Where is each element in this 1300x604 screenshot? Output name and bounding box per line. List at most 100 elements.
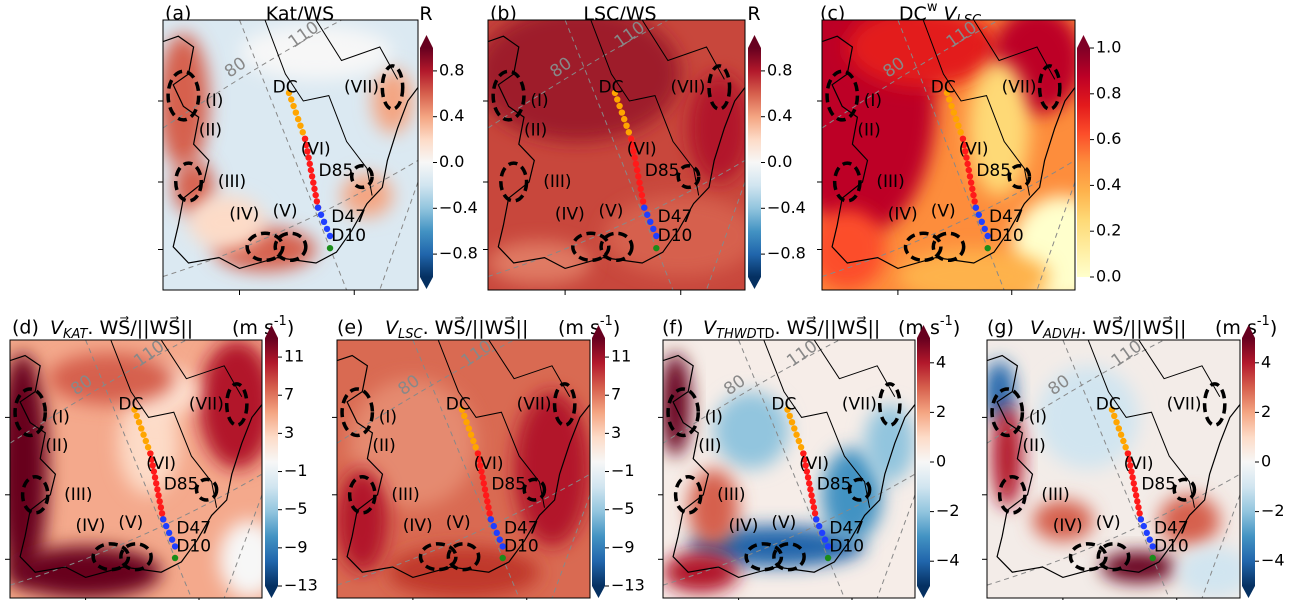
traverse-point (630, 148, 637, 155)
panel-title-part: . WS⃗/||WS⃗|| (1081, 315, 1187, 338)
traverse-point (647, 218, 654, 226)
traverse-point (470, 437, 477, 445)
traverse-point (788, 418, 796, 426)
map-label: DC (118, 395, 143, 415)
traverse-point (1122, 444, 1129, 451)
region-outline (832, 161, 862, 203)
grid-dashed (822, 159, 1075, 277)
colorbar-tick-label: 0.0 (439, 152, 464, 171)
map-label: (IV) (888, 204, 918, 224)
map-field (47, 352, 174, 405)
map-frame (336, 339, 591, 599)
traverse-point (946, 96, 953, 103)
region-outline (522, 477, 547, 502)
traverse-point (1113, 418, 1120, 426)
traverse-point (625, 129, 633, 136)
grid-dashed (876, 494, 915, 598)
map-label: DC (771, 395, 796, 415)
colorbar-extend (917, 325, 930, 338)
colorbar-unit-part: (m s (898, 317, 940, 339)
traverse-point (793, 431, 800, 438)
traverse-point (463, 418, 470, 426)
traverse-point (786, 412, 793, 420)
map-label: D85 (645, 161, 680, 181)
map-label: (I) (205, 91, 223, 111)
colorbar-tick-label: 0.4 (767, 106, 792, 125)
panel-label: (b) (490, 3, 517, 25)
map-label: DC (599, 78, 624, 98)
map-label: D10 (331, 226, 366, 246)
region-outline (446, 542, 481, 572)
map-label: (VI) (474, 454, 504, 474)
region-outline (224, 382, 249, 427)
region-outline (347, 474, 377, 515)
traverse-point (308, 173, 316, 180)
map-label: (I) (379, 407, 397, 427)
traverse-point (964, 160, 971, 168)
map-label: (II) (698, 436, 721, 456)
map-label: (VI) (959, 140, 989, 160)
traverse-point (943, 89, 951, 97)
contour (763, 340, 871, 508)
traverse-point (815, 522, 823, 530)
map-label: (I) (52, 407, 70, 427)
map-field (663, 352, 691, 457)
traverse-point (803, 468, 811, 475)
traverse-point (644, 211, 651, 218)
traverse-point (301, 135, 309, 142)
traverse-point (171, 554, 179, 562)
map-label: (VI) (1124, 454, 1154, 474)
traverse-point (1111, 412, 1118, 420)
colorbar-tick-label: 7 (284, 385, 294, 404)
map-label: (V) (118, 513, 143, 533)
map-label: D85 (491, 474, 526, 494)
colorbar (1077, 48, 1090, 277)
traverse-point (611, 89, 619, 97)
panel-title-part: LSC (398, 327, 423, 342)
traverse-point (955, 122, 962, 129)
traverse-point (1131, 486, 1139, 493)
traverse-point (960, 141, 968, 149)
map-field (663, 551, 739, 593)
map-field (1159, 494, 1220, 547)
map-field (219, 520, 262, 598)
region-outline (91, 542, 131, 572)
region-outline (571, 231, 611, 263)
colorbar-tick-label: −0.4 (767, 198, 806, 217)
colorbar-extend (420, 277, 433, 289)
map-label: D47 (176, 518, 211, 538)
map-label: (IV) (1053, 516, 1083, 536)
contour (1087, 340, 1195, 508)
map-label: (II) (372, 436, 395, 456)
traverse-point (474, 450, 482, 457)
traverse-point (307, 166, 315, 174)
map-label: (VII) (517, 395, 552, 415)
traverse-point (1117, 431, 1125, 438)
traverse-point (638, 191, 646, 199)
region-outline (245, 231, 285, 263)
traverse-point (811, 510, 819, 517)
map-label: (V) (931, 202, 956, 222)
contour (922, 20, 1030, 196)
colorbar-unit-part: -1 (1257, 314, 1270, 329)
grid-dashed (412, 340, 520, 598)
traverse-point (314, 204, 322, 211)
coastline (337, 354, 590, 579)
traverse-point (952, 115, 960, 123)
colorbar-unit: R (419, 3, 432, 25)
map-label: D47 (331, 207, 366, 227)
traverse-point (1124, 450, 1132, 457)
region-outline (166, 69, 201, 122)
traverse-point (984, 244, 991, 252)
colorbar-extend (265, 586, 278, 598)
traverse-point (650, 225, 657, 233)
map-field (514, 391, 590, 547)
map-label: (IV) (229, 204, 259, 224)
traverse-point (1129, 474, 1136, 481)
grid-dashed (897, 20, 1005, 290)
map-field (349, 378, 477, 508)
colorbar-extend (1242, 325, 1255, 338)
traverse-point (1125, 456, 1133, 463)
region-outline (599, 231, 634, 263)
region-outline (772, 542, 806, 572)
